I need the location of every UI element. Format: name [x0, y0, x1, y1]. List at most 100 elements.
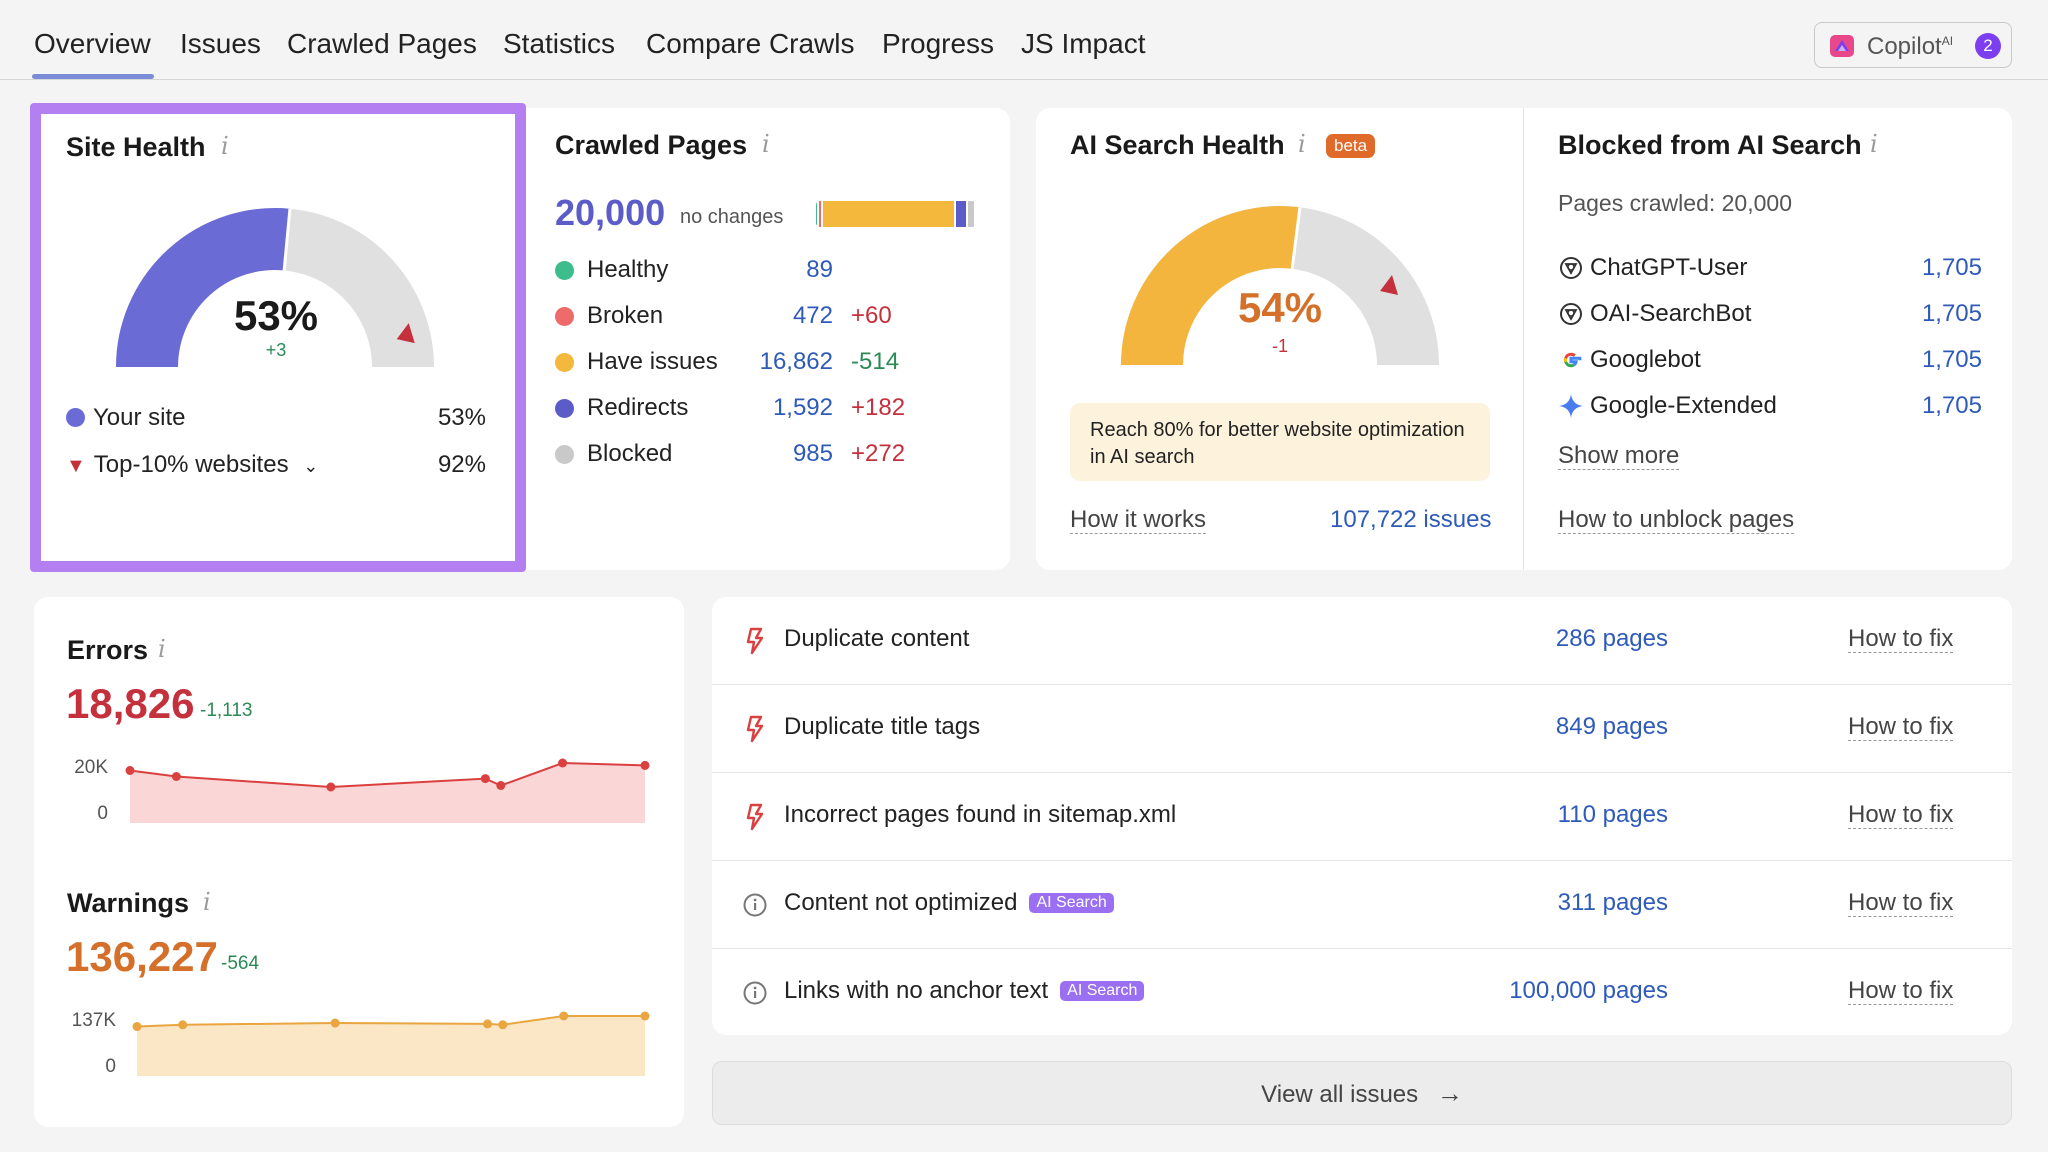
chart-point[interactable]	[640, 760, 650, 770]
chart-point[interactable]	[558, 758, 568, 768]
chart-point[interactable]	[483, 1019, 493, 1029]
gauge-separator	[282, 208, 292, 271]
copilot-label: CopilotAI	[1867, 33, 1954, 60]
info-icon[interactable]: i	[1298, 130, 1306, 158]
copilot-button[interactable]: CopilotAI 2	[1814, 22, 2012, 68]
issue-label[interactable]: Duplicate title tags	[784, 713, 980, 741]
gemini-icon	[1559, 394, 1583, 418]
how-to-fix-link[interactable]: How to fix	[1848, 889, 1954, 916]
ai-search-health-title: AI Search Health	[1070, 130, 1285, 160]
crawled-total[interactable]: 20,000	[555, 192, 666, 233]
info-circle-icon	[743, 893, 767, 917]
chart-point[interactable]	[480, 774, 490, 784]
bot-value[interactable]: 1,705	[1921, 300, 1982, 327]
warnings-value[interactable]: 136,227	[66, 933, 218, 980]
how-to-fix-link[interactable]: How to fix	[1848, 713, 1954, 740]
issue-label[interactable]: Content not optimized AI Search	[784, 889, 1114, 917]
issue-pages-link[interactable]: 100,000 pages	[1509, 977, 1668, 1004]
chart-point[interactable]	[559, 1011, 569, 1021]
chart-point[interactable]	[496, 781, 506, 790]
stat-value[interactable]: 472	[792, 302, 833, 329]
errors-value[interactable]: 18,826	[66, 680, 195, 727]
issue-pages-link[interactable]: 110 pages	[1557, 801, 1668, 828]
bot-row-chatgpt-user: ChatGPT-User 1,705	[1558, 253, 1982, 285]
gauge-fill	[1121, 206, 1300, 366]
stat-redirects: Redirects 1,592 +182	[555, 394, 995, 424]
info-icon[interactable]: i	[158, 635, 166, 663]
bot-value[interactable]: 1,705	[1921, 392, 1982, 419]
issue-pages-link[interactable]: 849 pages	[1555, 713, 1668, 740]
bot-name: Googlebot	[1590, 346, 1701, 373]
issue-row[interactable]: Incorrect pages found in sitemap.xml 110 …	[712, 773, 2012, 861]
legend-top10[interactable]: ▼ Top-10% websites ⌄ 92%	[66, 451, 486, 479]
warnings-chart	[132, 1011, 650, 1076]
chart-point[interactable]	[132, 1022, 142, 1032]
chevron-down-icon[interactable]: ⌄	[303, 456, 319, 476]
bot-value[interactable]: 1,705	[1921, 346, 1982, 373]
bot-value[interactable]: 1,705	[1921, 254, 1982, 281]
issue-label[interactable]: Links with no anchor text AI Search	[784, 977, 1145, 1005]
issue-label-text: Duplicate title tags	[784, 713, 981, 740]
issue-row[interactable]: Links with no anchor text AI Search 100,00…	[712, 949, 2012, 1037]
active-tab-indicator	[32, 74, 154, 79]
tab-progress[interactable]: Progress	[882, 28, 995, 59]
info-icon[interactable]: i	[203, 888, 211, 916]
arrow-right-icon: →	[1436, 1078, 1463, 1108]
chart-point[interactable]	[125, 766, 135, 775]
tab-statistics[interactable]: Statistics	[503, 28, 616, 59]
tab-js-impact[interactable]: JS Impact	[1021, 28, 1146, 59]
issue-row[interactable]: Content not optimized AI Search 311 pages H…	[712, 861, 2012, 949]
crawled-distribution-bar[interactable]	[816, 201, 976, 227]
copilot-icon	[1830, 35, 1854, 57]
tab-crawled-pages[interactable]: Crawled Pages	[287, 28, 477, 59]
stat-value[interactable]: 89	[806, 256, 833, 283]
error-bolt-icon	[746, 803, 764, 831]
how-to-fix-link[interactable]: How to fix	[1848, 977, 1954, 1004]
chart-point[interactable]	[330, 1018, 340, 1028]
distribution-segment	[955, 201, 969, 227]
chart-point[interactable]	[171, 772, 181, 781]
stat-label: Blocked	[587, 440, 673, 467]
stat-change: -514	[851, 348, 900, 375]
chart-point[interactable]	[640, 1011, 650, 1021]
issue-label[interactable]: Duplicate content	[784, 625, 969, 653]
info-icon[interactable]: i	[221, 132, 229, 160]
errors-title: Errors	[67, 635, 149, 665]
show-more-link[interactable]: Show more	[1558, 442, 1680, 469]
your-site-value: 53%	[437, 404, 486, 431]
issue-row[interactable]: Duplicate title tags 849 pages How to fix	[712, 685, 2012, 773]
stat-value[interactable]: 16,862	[759, 348, 833, 375]
how-it-works-link[interactable]: How it works	[1070, 506, 1207, 533]
ai-issues-link[interactable]: 107,722 issues	[1330, 506, 1492, 533]
issue-row[interactable]: Duplicate content 286 pages How to fix	[712, 597, 2012, 685]
crawled-total-note: no changes	[680, 206, 784, 228]
stat-have-issues: Have issues 16,862 -514	[555, 348, 995, 378]
target-marker-icon	[1380, 275, 1399, 296]
chart-point[interactable]	[326, 782, 336, 792]
top10-label: Top-10% websites	[93, 451, 289, 478]
stat-value[interactable]: 985	[792, 440, 833, 467]
bot-row-googlebot: Googlebot 1,705	[1558, 345, 1982, 377]
chart-area	[137, 1016, 645, 1076]
issue-label[interactable]: Incorrect pages found in sitemap.xml	[784, 801, 1176, 829]
info-icon[interactable]: i	[1870, 130, 1878, 158]
legend-your-site: Your site 53%	[66, 404, 486, 432]
how-to-fix-link[interactable]: How to fix	[1848, 801, 1954, 828]
bot-name: OAI-SearchBot	[1590, 300, 1752, 327]
stat-value[interactable]: 1,592	[772, 394, 833, 421]
info-icon[interactable]: i	[762, 130, 770, 158]
distribution-segment	[819, 201, 824, 227]
stat-change: +272	[851, 440, 906, 467]
divider	[1523, 108, 1524, 570]
how-to-unblock-link[interactable]: How to unblock pages	[1558, 506, 1795, 533]
view-all-issues-button[interactable]: View all issues →	[712, 1061, 2012, 1125]
tab-issues[interactable]: Issues	[180, 28, 261, 59]
tab-compare-crawls[interactable]: Compare Crawls	[646, 28, 855, 59]
how-to-fix-link[interactable]: How to fix	[1848, 625, 1954, 652]
tab-overview[interactable]: Overview	[34, 28, 151, 59]
site-health-gauge	[116, 208, 434, 368]
chart-point[interactable]	[498, 1020, 508, 1030]
issue-pages-link[interactable]: 286 pages	[1555, 625, 1668, 652]
issue-pages-link[interactable]: 311 pages	[1557, 889, 1668, 916]
chart-point[interactable]	[178, 1020, 188, 1030]
